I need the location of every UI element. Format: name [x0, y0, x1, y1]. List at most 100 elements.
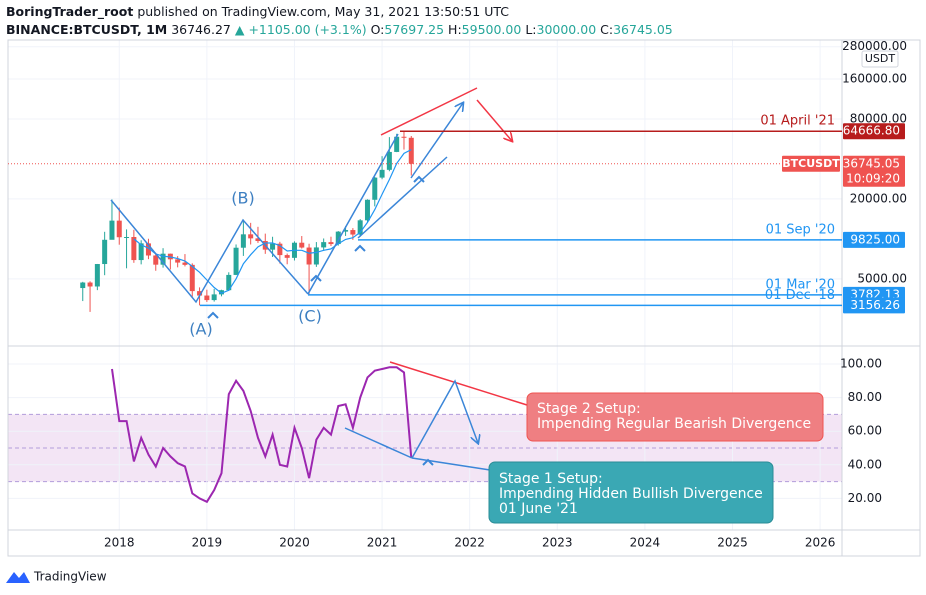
candle-body [248, 234, 254, 239]
candle-body [270, 243, 276, 250]
published: published on TradingView.com, May 31, 20… [137, 4, 509, 19]
y-tick-label: 80000.00 [850, 111, 907, 125]
candle-body [328, 242, 334, 245]
candle-body [182, 262, 188, 265]
logo-icon [6, 572, 30, 583]
candle-body [284, 255, 290, 258]
symbol-label: BTCUSDT [782, 157, 840, 170]
candle-body [204, 295, 210, 301]
candle-body [343, 230, 349, 232]
candle-body [299, 242, 305, 248]
candle-body [379, 169, 385, 178]
candle-body [80, 282, 86, 289]
candle-body [277, 243, 283, 256]
symbol: BINANCE:BTCUSDT, 1M [6, 22, 167, 37]
point-label: (C) [298, 307, 322, 326]
candle-body [153, 255, 159, 265]
candle-body [102, 239, 108, 265]
chevron [310, 274, 322, 282]
symbol-box [782, 155, 840, 172]
divergence-line [344, 427, 413, 459]
candle-body [401, 136, 407, 138]
frame-border [7, 39, 921, 557]
point-label: (B) [231, 189, 254, 208]
candle-body [386, 151, 392, 170]
header-line: BoringTrader_root published on TradingVi… [6, 4, 509, 20]
candle-body [175, 259, 181, 263]
x-tick-label: 2022 [454, 536, 485, 550]
level-label: 01 Dec '18 [765, 288, 835, 303]
level-price-box [843, 231, 905, 248]
stage2-box [526, 392, 824, 442]
x-tick-label: 2024 [630, 536, 661, 550]
stage1-title: Stage 1 Setup: [499, 471, 603, 487]
last: 36746.27 [171, 22, 231, 37]
level-price-label: 9825.00 [850, 232, 900, 246]
chevron [207, 311, 219, 319]
candle-body [255, 238, 261, 242]
candle-body [116, 220, 122, 238]
close: 36745.05 [613, 22, 673, 37]
y-tick-label: 100.00 [840, 356, 882, 370]
candle-body [124, 237, 130, 239]
change: ▲ +1105.00 (+3.1%) [235, 22, 367, 37]
x-tick-label: 2023 [542, 536, 573, 550]
candle-body [218, 290, 224, 295]
divergence-line [411, 457, 491, 471]
candle-body [211, 294, 217, 301]
candle-body [313, 247, 319, 265]
trend-line [357, 156, 448, 239]
x-tick-label: 2020 [279, 536, 310, 550]
point-label: (A) [189, 320, 212, 339]
y-tick-label: 80.00 [848, 390, 882, 404]
candle-body [350, 230, 356, 235]
candle-body [131, 237, 137, 261]
y-tick-label: 280000.00 [842, 39, 907, 53]
candle-body [335, 231, 341, 245]
high-label: H: [448, 22, 462, 37]
low-label: L: [525, 22, 536, 37]
candle-body [233, 247, 239, 275]
candle-body [364, 199, 370, 221]
candle-body [306, 247, 312, 265]
rsi-line [111, 366, 413, 504]
trend-line [380, 87, 478, 136]
footer-logo: TradingView [6, 570, 107, 584]
candle-body [394, 136, 400, 152]
candle-body [138, 243, 144, 261]
chevron [354, 244, 366, 252]
stage2-text: Impending Regular Bearish Divergence [537, 416, 811, 432]
moving-average [133, 149, 412, 294]
currency-box [861, 50, 899, 68]
candle-body [145, 243, 151, 256]
trend-line [307, 133, 399, 295]
high: 59500.00 [462, 22, 522, 37]
marks [80, 131, 414, 504]
stage1-box [488, 461, 774, 524]
level-price-box [843, 123, 905, 140]
candle-body [372, 177, 378, 200]
drawings [110, 87, 528, 471]
candle-body [408, 137, 414, 164]
y-tick-label: 40.00 [848, 457, 882, 471]
last-price-box [843, 155, 905, 187]
stage2-title: Stage 2 Setup: [537, 401, 641, 417]
candle-body [94, 264, 100, 287]
x-tick-label: 2021 [367, 536, 398, 550]
y-tick-label: 20000.00 [850, 191, 907, 205]
header-line: BINANCE:BTCUSDT, 1M 36746.27 ▲ +1105.00 … [6, 22, 673, 37]
x-tick-label: 2019 [192, 536, 223, 550]
level-label: 01 Mar '20 [766, 277, 835, 292]
candle-body [109, 220, 115, 240]
y-tick-label: 160000.00 [842, 71, 907, 85]
chevron [422, 458, 434, 466]
level-price-label: 64666.80 [843, 124, 900, 138]
arrow [410, 103, 463, 179]
x-tick-label: 2018 [104, 536, 135, 550]
countdown-label: 10:09:20 [846, 171, 900, 185]
open: 57697.25 [384, 22, 444, 37]
level-label: 01 April '21 [760, 114, 835, 129]
candle-body [87, 282, 93, 287]
chevron [413, 175, 425, 183]
